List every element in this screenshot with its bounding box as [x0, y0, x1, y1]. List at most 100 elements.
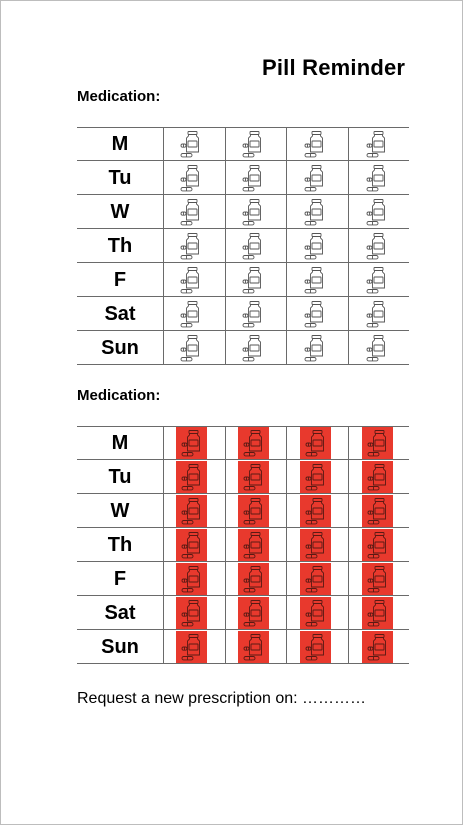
day-row: W	[77, 195, 409, 229]
day-label: F	[113, 269, 127, 291]
pill-bottle-icon	[363, 300, 391, 328]
page-title: Pill Reminder	[262, 55, 406, 80]
row-divider	[77, 330, 409, 331]
column-divider	[225, 127, 226, 365]
pill-bottle-icon	[177, 300, 205, 328]
pill-bottle-icon	[177, 164, 205, 192]
pill-bottle-icon	[239, 198, 267, 226]
row-divider	[77, 296, 409, 297]
pill-bottle-icon	[363, 334, 391, 362]
row-divider	[77, 262, 409, 263]
day-row: Th	[77, 528, 409, 562]
column-divider	[286, 426, 287, 664]
row-divider	[77, 595, 409, 596]
day-row: W	[77, 494, 409, 528]
pill-bottle-icon	[300, 495, 331, 527]
pill-bottle-icon	[239, 300, 267, 328]
grid-top-border	[77, 127, 409, 128]
pill-bottle-icon	[363, 266, 391, 294]
day-label: Th	[107, 534, 133, 556]
day-row: M	[77, 426, 409, 460]
medication-label-2: Medication:	[77, 387, 161, 404]
column-divider	[286, 127, 287, 365]
row-divider	[77, 459, 409, 460]
pill-bottle-icon	[239, 164, 267, 192]
pill-bottle-icon	[176, 563, 207, 595]
day-label: M	[111, 133, 129, 155]
pill-bottle-icon	[363, 232, 391, 260]
pill-bottle-icon	[362, 631, 393, 663]
pill-bottle-icon	[238, 563, 269, 595]
row-divider	[77, 493, 409, 494]
column-divider	[348, 127, 349, 365]
day-row: Sun	[77, 331, 409, 365]
pill-bottle-icon	[238, 495, 269, 527]
pill-bottle-icon	[363, 164, 391, 192]
day-row: Sat	[77, 596, 409, 630]
pill-bottle-icon	[239, 130, 267, 158]
pill-bottle-icon	[239, 334, 267, 362]
pill-bottle-icon	[301, 300, 329, 328]
pill-bottle-icon	[362, 563, 393, 595]
pill-bottle-icon	[301, 164, 329, 192]
pill-bottle-icon	[238, 597, 269, 629]
pill-bottle-icon	[176, 529, 207, 561]
pill-bottle-icon	[362, 461, 393, 493]
row-divider	[77, 629, 409, 630]
pill-bottle-icon	[362, 597, 393, 629]
pill-bottle-icon	[239, 232, 267, 260]
day-label: Sun	[101, 337, 139, 359]
row-divider	[77, 194, 409, 195]
day-label: Tu	[108, 466, 132, 488]
day-row: F	[77, 263, 409, 297]
pill-bottle-icon	[176, 461, 207, 493]
pill-bottle-icon	[176, 597, 207, 629]
pill-bottle-icon	[177, 130, 205, 158]
day-row: M	[77, 127, 409, 161]
day-row: F	[77, 562, 409, 596]
row-divider	[77, 364, 409, 365]
pill-bottle-icon	[177, 266, 205, 294]
day-label: Th	[107, 235, 133, 257]
pill-bottle-icon	[300, 427, 331, 459]
pill-bottle-icon	[300, 597, 331, 629]
grid-top-border	[77, 426, 409, 427]
pill-bottle-icon	[301, 266, 329, 294]
day-row: Th	[77, 229, 409, 263]
pill-grid-2: M Tu W Th F Sat Sun	[77, 426, 409, 664]
pill-bottle-icon	[238, 427, 269, 459]
day-row: Sun	[77, 630, 409, 664]
pill-bottle-icon	[301, 232, 329, 260]
pill-bottle-icon	[362, 495, 393, 527]
row-divider	[77, 527, 409, 528]
pill-bottle-icon	[362, 427, 393, 459]
pill-bottle-icon	[300, 529, 331, 561]
day-label: Tu	[108, 167, 132, 189]
day-label: Sat	[104, 602, 136, 624]
pill-bottle-icon	[177, 232, 205, 260]
column-divider	[163, 426, 164, 664]
pill-bottle-icon	[300, 461, 331, 493]
pill-bottle-icon	[238, 461, 269, 493]
pill-bottle-icon	[363, 130, 391, 158]
pill-bottle-icon	[176, 495, 207, 527]
prescription-request-text: Request a new prescription on: …………	[77, 690, 367, 707]
day-label: M	[111, 432, 129, 454]
pill-bottle-icon	[239, 266, 267, 294]
day-row: Tu	[77, 460, 409, 494]
row-divider	[77, 663, 409, 664]
pill-bottle-icon	[176, 631, 207, 663]
pill-bottle-icon	[362, 529, 393, 561]
day-row: Tu	[77, 161, 409, 195]
day-label: Sun	[101, 636, 139, 658]
day-label: Sat	[104, 303, 136, 325]
day-label: W	[110, 201, 130, 223]
pill-bottle-icon	[177, 198, 205, 226]
row-divider	[77, 561, 409, 562]
pill-bottle-icon	[301, 334, 329, 362]
row-divider	[77, 160, 409, 161]
pill-bottle-icon	[363, 198, 391, 226]
day-row: Sat	[77, 297, 409, 331]
day-label: W	[110, 500, 130, 522]
pill-bottle-icon	[238, 529, 269, 561]
